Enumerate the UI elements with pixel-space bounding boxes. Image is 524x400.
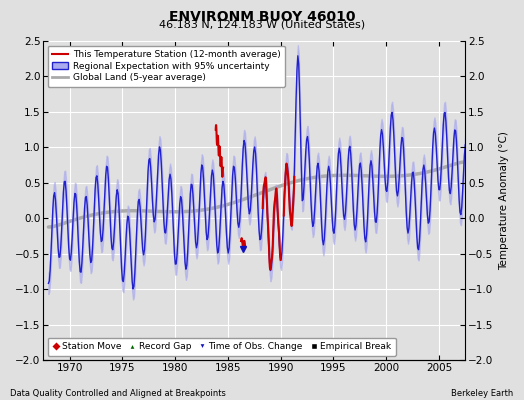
Text: 46.183 N, 124.183 W (United States): 46.183 N, 124.183 W (United States): [159, 19, 365, 29]
Text: Berkeley Earth: Berkeley Earth: [451, 389, 514, 398]
Text: ENVIRONM BUOY 46010: ENVIRONM BUOY 46010: [169, 10, 355, 24]
Legend: Station Move, Record Gap, Time of Obs. Change, Empirical Break: Station Move, Record Gap, Time of Obs. C…: [48, 338, 396, 356]
Text: Data Quality Controlled and Aligned at Breakpoints: Data Quality Controlled and Aligned at B…: [10, 389, 226, 398]
Y-axis label: Temperature Anomaly (°C): Temperature Anomaly (°C): [499, 131, 509, 270]
